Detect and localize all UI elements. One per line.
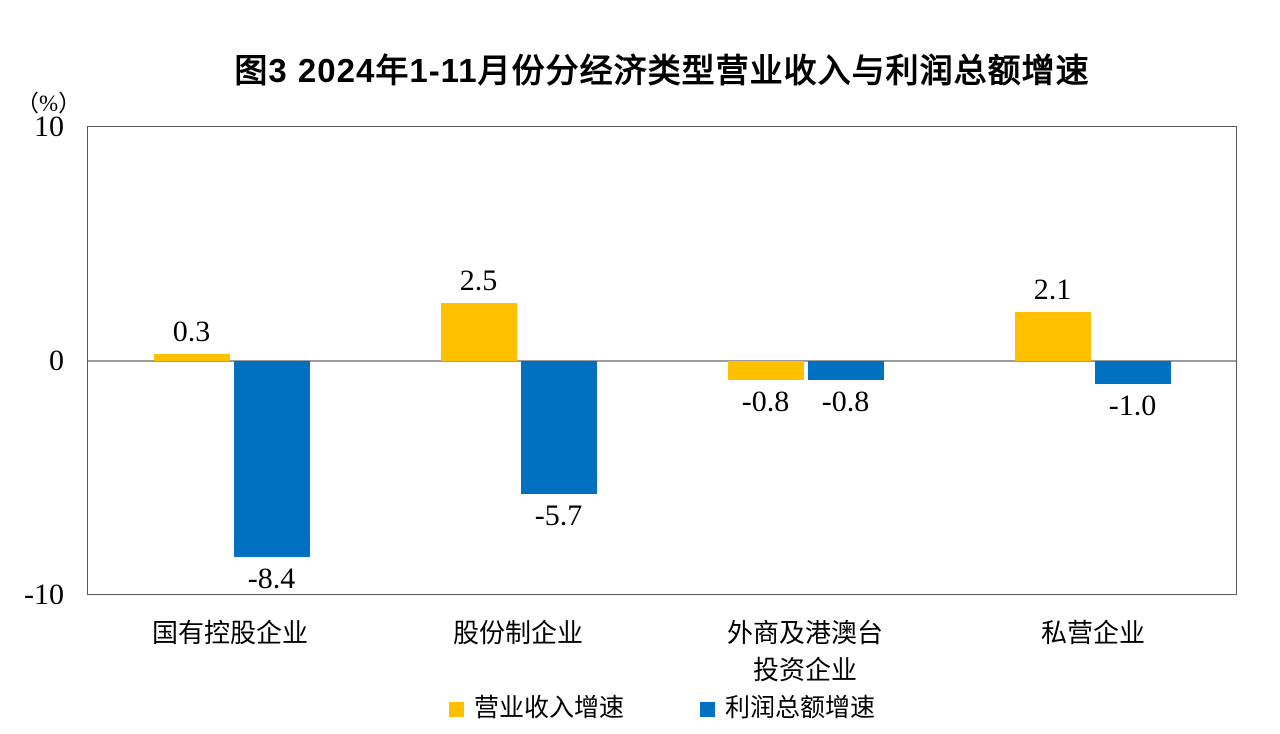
bar-value-label-revenue-3: 2.1 <box>1033 272 1072 306</box>
legend-item-revenue: 营业收入增速 <box>448 694 624 724</box>
y-tick-0: 0 <box>49 344 64 377</box>
bar-revenue-0 <box>153 353 230 361</box>
plot-area: 0.3 2.5 -0.8 2.1 -8.4 -5.7 -0.8 -1.0 <box>87 126 1237 595</box>
bar-profit-0 <box>233 361 310 558</box>
bar-profit-1 <box>520 361 597 495</box>
legend-label-profit: 利润总额增速 <box>725 695 876 722</box>
bar-profit-2 <box>807 361 884 380</box>
bar-value-label-profit-1: -5.7 <box>534 499 583 533</box>
bar-value-label-profit-3: -1.0 <box>1108 389 1157 423</box>
zero-gridline <box>88 360 1236 362</box>
bar-revenue-2 <box>727 361 804 380</box>
y-axis-unit-label: （%） <box>16 91 82 116</box>
x-axis-label-3: 私营企业 <box>1040 619 1145 648</box>
legend-label-revenue: 营业收入增速 <box>473 695 624 722</box>
bar-value-label-revenue-0: 0.3 <box>172 314 211 348</box>
legend-item-profit: 利润总额增速 <box>700 694 875 724</box>
bar-value-label-profit-0: -8.4 <box>247 562 296 596</box>
bar-revenue-1 <box>440 302 517 361</box>
legend-swatch-revenue <box>448 701 464 717</box>
bar-value-label-profit-2: -0.8 <box>821 384 870 418</box>
bar-value-label-revenue-1: 2.5 <box>459 263 498 297</box>
x-axis-label-0: 国有控股企业 <box>151 619 308 648</box>
bar-revenue-3 <box>1014 311 1091 361</box>
bar-value-label-revenue-2: -0.8 <box>741 384 790 418</box>
legend-swatch-profit <box>700 701 715 717</box>
x-axis-label-2: 外商及港澳台 投资企业 <box>726 619 883 685</box>
legend: 营业收入增速 利润总额增速 <box>87 694 1237 724</box>
chart-title: 图3 2024年1-11月份分经济类型营业收入与利润总额增速 <box>234 52 1090 89</box>
y-tick-neg-10: -10 <box>24 578 64 611</box>
y-tick-10: 10 <box>34 110 64 143</box>
bar-profit-3 <box>1094 361 1171 385</box>
x-axis-label-1: 股份制企业 <box>452 619 583 648</box>
